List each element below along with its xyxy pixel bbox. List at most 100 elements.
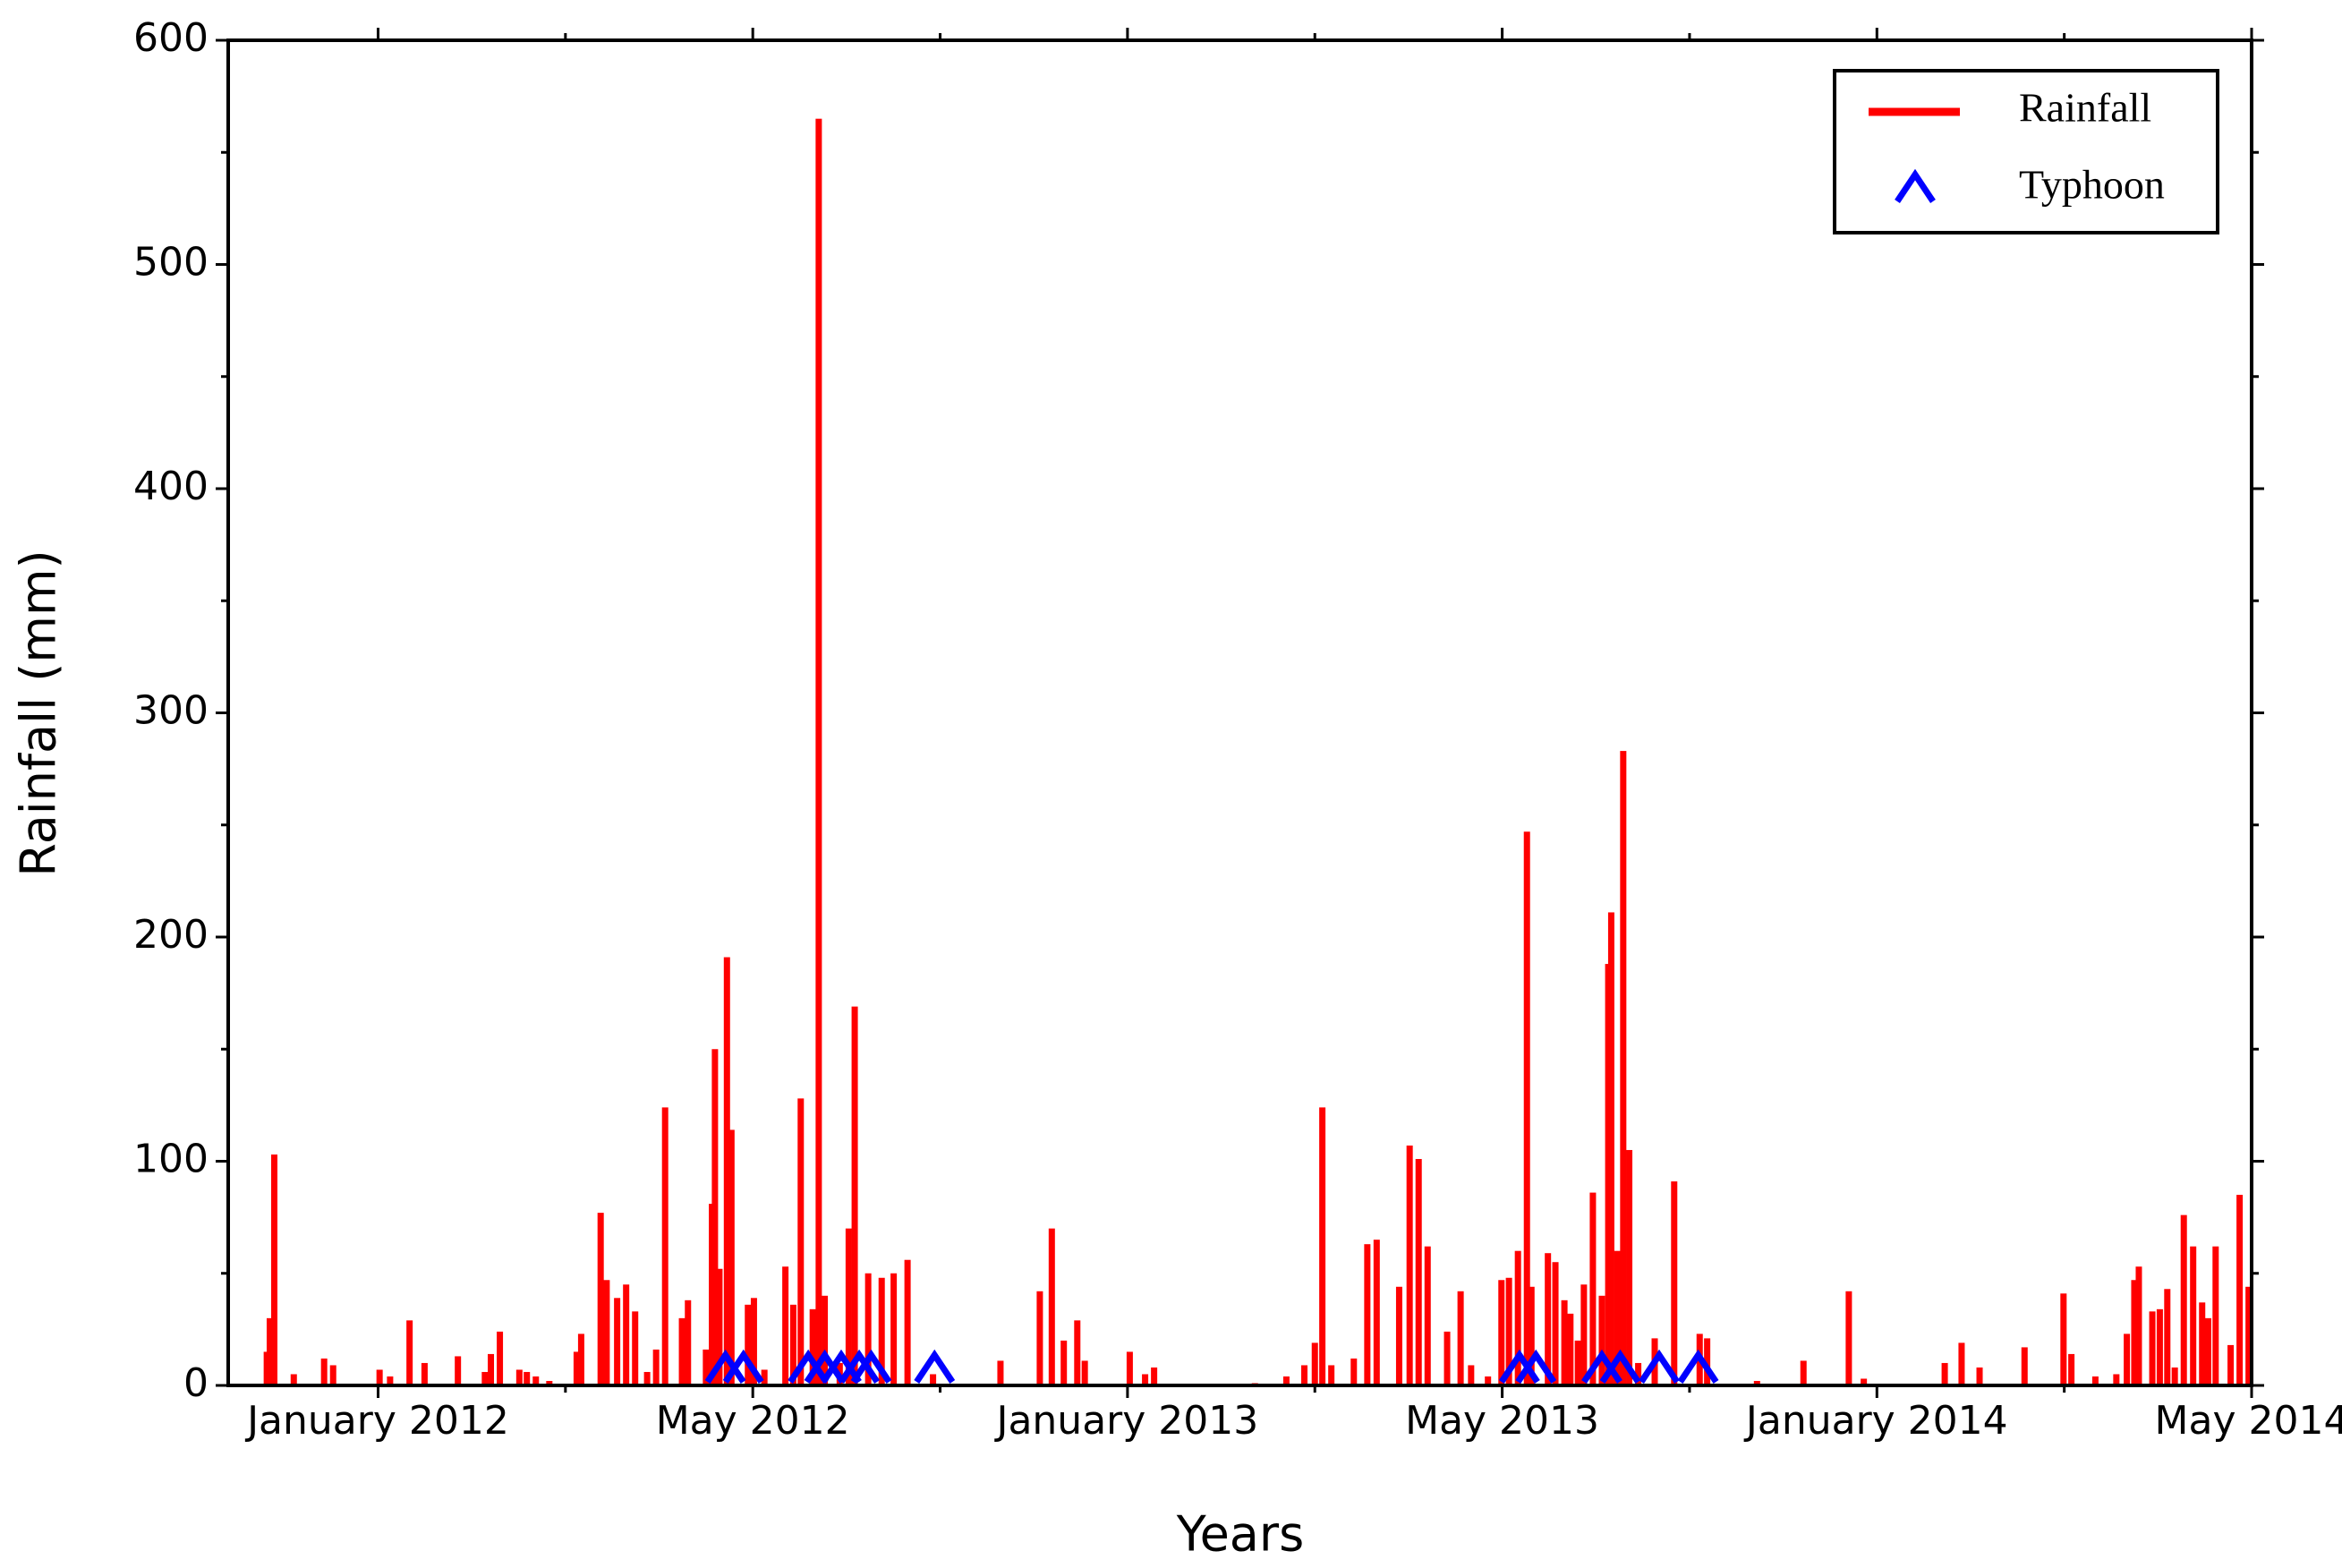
bar xyxy=(497,1331,504,1385)
bar xyxy=(1607,912,1614,1385)
bar xyxy=(930,1374,937,1385)
bar xyxy=(1444,1331,1451,1385)
bar xyxy=(678,1317,686,1385)
x-tick-label: January 2013 xyxy=(993,1398,1258,1444)
typhoon-marker xyxy=(722,1349,764,1384)
bar xyxy=(1514,1250,1521,1385)
plot-frame xyxy=(226,38,2253,1387)
y-tick-label: 500 xyxy=(133,240,209,285)
bar xyxy=(632,1311,639,1385)
legend-box xyxy=(1833,69,2219,234)
bar xyxy=(1580,1284,1588,1385)
legend-marker xyxy=(1895,168,1936,203)
bar xyxy=(1589,1192,1597,1385)
bar xyxy=(750,1298,757,1385)
y-tick-label: 300 xyxy=(133,688,209,734)
bar xyxy=(1282,1376,1290,1385)
bar xyxy=(2199,1302,2206,1385)
bar xyxy=(822,1295,829,1385)
bar xyxy=(266,1317,273,1385)
bar xyxy=(1635,1362,1642,1385)
bar xyxy=(573,1351,580,1385)
bar xyxy=(1620,751,1627,1385)
bar xyxy=(1704,1338,1711,1385)
x-tick-label: January 2012 xyxy=(244,1398,509,1444)
bar xyxy=(2164,1289,2171,1385)
bar xyxy=(878,1277,885,1385)
bar xyxy=(603,1280,610,1385)
bar xyxy=(728,1129,735,1385)
bar xyxy=(614,1298,621,1385)
bar xyxy=(387,1376,394,1385)
typhoon-marker xyxy=(1677,1349,1719,1384)
bar xyxy=(455,1356,462,1385)
bar xyxy=(1528,1286,1535,1385)
bar xyxy=(851,1006,858,1385)
bar xyxy=(2135,1266,2142,1385)
bar xyxy=(488,1353,495,1385)
typhoon-marker xyxy=(839,1349,881,1384)
bar xyxy=(1060,1340,1068,1385)
x-tick-label: May 2012 xyxy=(656,1398,850,1444)
bar xyxy=(1406,1145,1413,1385)
bar xyxy=(1671,1181,1678,1385)
bar xyxy=(623,1284,630,1385)
bar xyxy=(797,1098,805,1385)
bar xyxy=(782,1266,789,1385)
bar xyxy=(2190,1246,2197,1385)
bar xyxy=(1301,1365,1308,1385)
bar xyxy=(864,1273,872,1385)
typhoon-marker xyxy=(704,1349,746,1384)
bar xyxy=(2060,1293,2067,1385)
x-tick-label: May 2014 xyxy=(2155,1398,2342,1444)
typhoon-marker xyxy=(850,1349,892,1384)
bar xyxy=(1468,1365,1475,1385)
bar xyxy=(643,1371,651,1385)
bar xyxy=(532,1376,540,1385)
bar xyxy=(1364,1244,1371,1385)
bar xyxy=(761,1369,768,1385)
bar xyxy=(1800,1360,1807,1385)
bar xyxy=(1976,1367,1983,1385)
bar xyxy=(723,957,730,1385)
bar xyxy=(2149,1311,2156,1385)
bar xyxy=(515,1369,523,1385)
bar xyxy=(1048,1228,1055,1385)
typhoon-marker xyxy=(788,1349,830,1384)
bar xyxy=(481,1371,489,1385)
bar xyxy=(890,1273,898,1385)
typhoon-marker xyxy=(1581,1349,1622,1384)
bar xyxy=(1626,1149,1633,1385)
bar xyxy=(789,1304,796,1385)
bar xyxy=(2227,1344,2235,1385)
bar xyxy=(2245,1286,2253,1385)
bar xyxy=(320,1358,328,1385)
y-tick-label: 0 xyxy=(183,1360,209,1406)
bar xyxy=(685,1300,692,1385)
bar xyxy=(815,118,822,1385)
legend-label: Typhoon xyxy=(2019,162,2165,208)
bar xyxy=(1151,1367,1158,1385)
bar xyxy=(1552,1262,1559,1385)
bar xyxy=(1457,1291,1464,1385)
bar xyxy=(524,1371,531,1385)
bar xyxy=(2131,1280,2138,1385)
bar xyxy=(1523,831,1530,1385)
bar xyxy=(1328,1365,1335,1385)
bar xyxy=(1561,1300,1568,1385)
typhoon-marker xyxy=(804,1349,846,1384)
bar xyxy=(1545,1253,1552,1385)
bar xyxy=(745,1304,752,1385)
bar xyxy=(1958,1342,1965,1385)
bar xyxy=(1415,1158,1422,1385)
bar xyxy=(2156,1308,2163,1385)
bar xyxy=(1845,1291,1852,1385)
bar xyxy=(376,1369,383,1385)
y-tick-label: 600 xyxy=(133,15,209,61)
bar xyxy=(1567,1313,1574,1385)
typhoon-marker xyxy=(1639,1349,1680,1384)
bar xyxy=(1036,1291,1043,1385)
y-tick-label: 200 xyxy=(133,912,209,958)
bar xyxy=(290,1374,297,1385)
bar xyxy=(1373,1240,1380,1385)
